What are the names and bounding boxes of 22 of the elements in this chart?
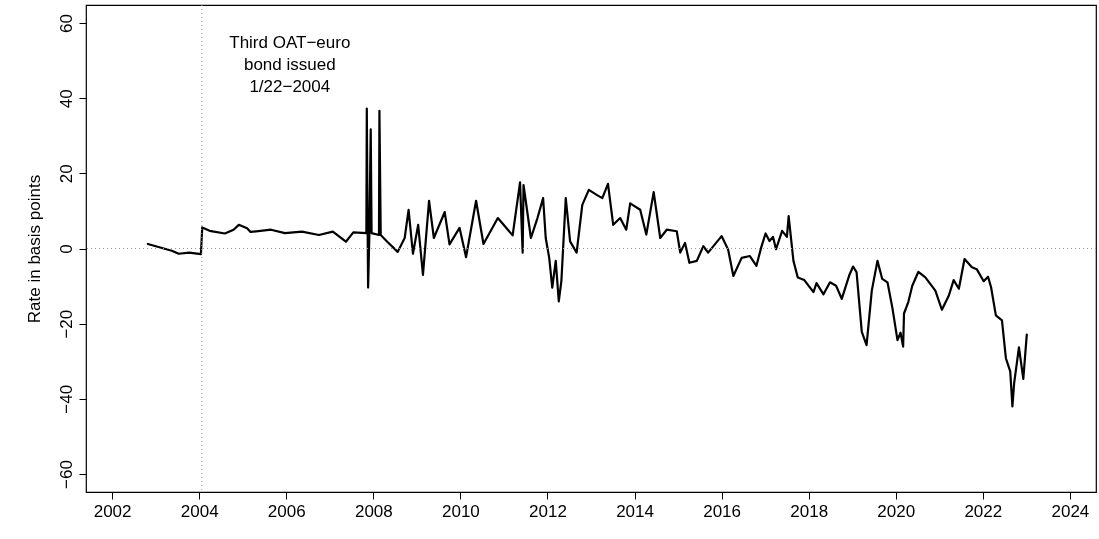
x-tick-label: 2022 xyxy=(964,501,1003,521)
y-tick-label: −20 xyxy=(56,309,76,339)
y-tick-label: 40 xyxy=(56,89,76,109)
y-tick-label: 60 xyxy=(56,14,76,33)
x-tick-label: 2008 xyxy=(354,501,393,521)
y-axis-title: Rate in basis points xyxy=(24,174,44,324)
y-tick-label: −40 xyxy=(56,384,76,414)
y-tick-label: 0 xyxy=(56,244,76,254)
y-tick-label: −60 xyxy=(56,460,76,489)
x-tick-label: 2016 xyxy=(703,501,742,521)
x-tick-label: 2010 xyxy=(441,501,480,521)
x-tick-label: 2012 xyxy=(529,501,567,521)
x-tick-label: 2018 xyxy=(790,501,829,521)
x-tick-label: 2020 xyxy=(877,501,916,521)
x-tick-label: 2002 xyxy=(93,501,132,521)
line-series xyxy=(146,107,1028,408)
y-tick-label: 20 xyxy=(56,164,76,184)
x-tick-label: 2014 xyxy=(616,501,654,521)
x-tick-label: 2024 xyxy=(1051,501,1090,521)
x-tick-label: 2006 xyxy=(267,501,306,521)
ref-line-label: Third OAT−euro bond issued 1/22−2004 xyxy=(229,33,351,96)
x-tick-label: 2004 xyxy=(180,501,219,521)
